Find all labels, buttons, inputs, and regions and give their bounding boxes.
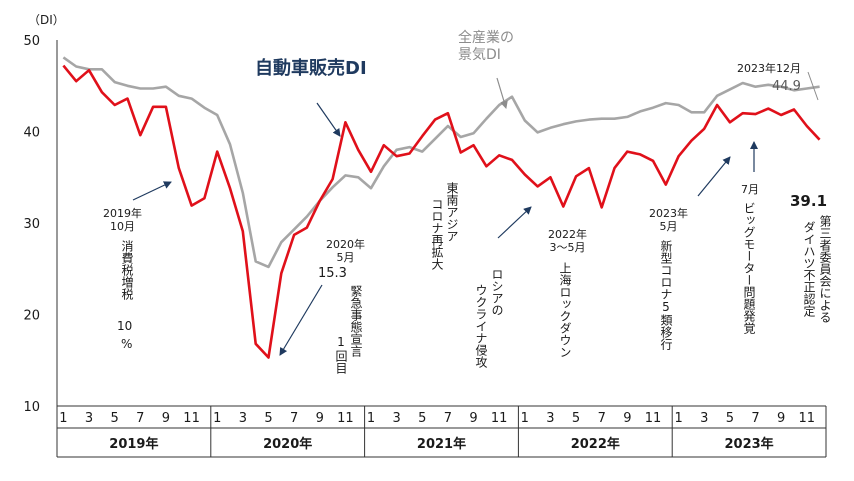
month-tick-label: 1 [213,411,221,426]
annotation-arrows [132,71,819,356]
tax-hike-label: 消費税増税 [120,240,134,300]
month-tick-label: 5 [418,411,426,426]
russia-label-l1: ロシアの [490,268,504,316]
month-tick-label: 7 [751,411,759,426]
month-tick-label: 7 [290,411,298,426]
month-tick-label: 3 [700,411,708,426]
tax-hike-pct: 10 [117,319,133,333]
lines-group [62,56,821,359]
month-tick-label: 7 [136,411,144,426]
y-tick-label: 30 [23,217,40,232]
covid-resurgence-label: コロナ再拡大 [430,198,444,270]
tax-hike-pctsign: % [121,337,133,351]
month-tick-label: 5 [572,411,580,426]
month-tick-label: 1 [521,411,529,426]
emergency-number: 1 [334,335,348,349]
month-tick-label: 9 [469,411,477,426]
y-tick-label: 50 [23,34,40,49]
month-tick-label: 11 [799,411,816,426]
auto-sales-di-line [62,64,821,359]
oct2019-date: 2019年 10月 [103,207,142,233]
mar2022-date-l1: 2022年 [548,228,587,241]
may2023-date-l2: 5月 [659,220,678,233]
oct2019-date-l1: 2019年 [103,207,142,220]
month-tick-label: 3 [85,411,93,426]
emergency-tail: 回目 [334,350,348,374]
mar2022-date-l2: 3～5月 [549,241,586,254]
bigmotor-label: ビッグモーター問題発覚 [742,202,756,334]
month-tick-label: 11 [491,411,508,426]
dec2023-label: 2023年12月 [737,62,801,75]
arrow-dec2023 [807,71,819,101]
may2020-date-l1: 2020年 [326,238,365,251]
month-tick-label: 1 [674,411,682,426]
arrow-may2020 [279,284,323,356]
arrow-all-title [496,77,508,109]
y-tick-label: 10 [23,400,40,415]
daihatsu-label-l1: 第三者委員会による [818,215,832,323]
month-tick-label: 9 [162,411,170,426]
month-tick-label: 1 [367,411,375,426]
may2023-date-l1: 2023年 [649,207,688,220]
month-tick-label: 7 [598,411,606,426]
month-tick-label: 11 [183,411,200,426]
month-tick-label: 7 [444,411,452,426]
month-tick-label: 5 [111,411,119,426]
month-tick-label: 11 [337,411,354,426]
month-tick-label: 3 [546,411,554,426]
arrow-mar2022 [497,206,532,239]
value-44-9: 44.9 [772,79,801,94]
arrow-auto-title [316,102,341,137]
month-tick-label: 9 [623,411,631,426]
jul2023-label: 7月 [741,183,759,196]
month-tick-label: 5 [264,411,272,426]
year-label: 2019年 [109,436,158,452]
may2020-date: 2020年 5月 [326,238,365,264]
year-label: 2023年 [725,436,774,452]
all-di-title: 全産業の 景気DI [458,30,514,64]
all-di-title-l1: 全産業の [458,30,514,46]
year-label: 2022年 [571,436,620,452]
month-tick-label: 5 [726,411,734,426]
y-tick-label: 20 [23,309,40,324]
emergency-label: 緊急事態宣言 [349,285,363,357]
russia-label-l2: ウクライナ侵攻 [474,284,488,368]
covid-class5-label: 新型コロナ5類移行 [659,240,673,350]
may2020-value: 15.3 [318,266,347,281]
daihatsu-label-l2: ダイハツ不正認定 [802,221,816,317]
mar2022-date: 2022年 3～5月 [548,228,587,254]
y-axis-label: （DI） [28,13,65,27]
month-tick-label: 1 [59,411,67,426]
all-industry-di-line [62,56,820,269]
year-label: 2021年 [417,436,466,452]
arrow-oct2019 [132,181,172,201]
y-tick-label: 40 [23,126,40,141]
may2020-date-l2: 5月 [336,251,355,264]
month-tick-label: 3 [393,411,401,426]
oct2019-date-l2: 10月 [110,220,135,233]
month-tick-label: 9 [316,411,324,426]
se-asia-label: 東南アジア [445,182,459,242]
month-tick-label: 11 [645,411,662,426]
value-39-1: 39.1 [790,192,828,210]
shanghai-lockdown-label: 上海ロックダウン [558,262,572,358]
month-tick-label: 9 [777,411,785,426]
month-tick-label: 3 [239,411,247,426]
all-di-title-l2: 景気DI [458,47,501,63]
may2023-date: 2023年 5月 [649,207,688,233]
arrow-may2023 [697,156,731,197]
auto-di-title: 自動車販売DI [255,58,367,79]
year-label: 2020年 [263,436,312,452]
